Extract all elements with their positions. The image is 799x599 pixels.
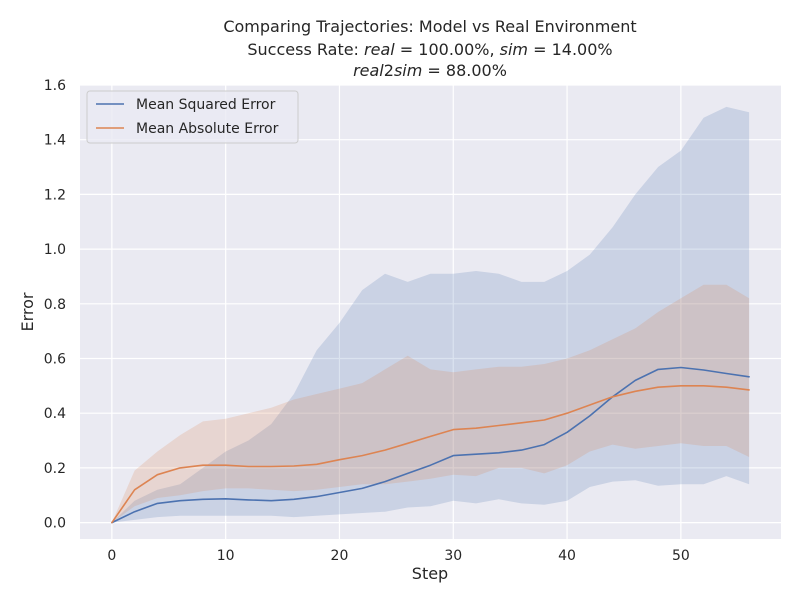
x-tick-label: 0 <box>107 548 116 564</box>
y-tick-label: 1.0 <box>44 242 66 258</box>
y-tick-label: 1.6 <box>44 78 66 94</box>
title-sim-var: sim <box>500 40 528 59</box>
y-tick-label: 0.2 <box>44 461 66 477</box>
x-tick-labels: 0 10 20 30 40 50 <box>107 548 689 564</box>
title-real2sim-var: real <box>353 61 384 80</box>
plot-area <box>80 85 781 539</box>
legend-mae-label: Mean Absolute Error <box>136 121 279 137</box>
y-tick-label: 1.4 <box>44 133 66 149</box>
x-tick-label: 40 <box>558 548 576 564</box>
chart-title-line-1: Comparing Trajectories: Model vs Real En… <box>223 17 636 36</box>
error-bands <box>111 106 750 523</box>
line-mae <box>111 384 750 524</box>
y-tick-labels: 0.0 0.2 0.4 0.6 0.8 1.0 1.2 1.4 1.6 <box>44 78 66 532</box>
chart-title-line-3: real2sim = 88.00% <box>353 61 507 80</box>
x-tick-label: 10 <box>217 548 235 564</box>
title-success-prefix: Success Rate: <box>247 40 364 59</box>
x-tick-label: 30 <box>444 548 462 564</box>
title-real-val: = 100.00%, <box>395 40 500 59</box>
chart-title-line-2: Success Rate: real = 100.00%, sim = 14.0… <box>247 40 612 59</box>
legend-mse-label: Mean Squared Error <box>136 97 276 113</box>
legend: Mean Squared Error Mean Absolute Error <box>86 90 299 144</box>
y-tick-label: 0.8 <box>44 297 66 313</box>
legend-box <box>86 90 299 144</box>
y-tick-label: 0.4 <box>44 406 66 422</box>
title-real2sim-sim: sim <box>394 61 422 80</box>
x-axis-label: Step <box>412 564 448 583</box>
series-lines <box>111 366 750 524</box>
title-real2sim-two: 2 <box>384 61 394 80</box>
x-tick-label: 20 <box>331 548 349 564</box>
line-mse <box>111 366 750 524</box>
band-mse <box>111 106 750 523</box>
title-real2sim-val: = 88.00% <box>422 61 507 80</box>
band-mae <box>111 284 750 523</box>
x-tick-label: 50 <box>672 548 690 564</box>
y-tick-label: 1.2 <box>44 187 66 203</box>
y-tick-label: 0.0 <box>44 516 66 532</box>
grid <box>80 84 781 539</box>
y-axis-label: Error <box>18 292 37 331</box>
title-real-var: real <box>364 40 395 59</box>
title-sim-val: = 14.00% <box>528 40 613 59</box>
y-tick-label: 0.6 <box>44 351 66 367</box>
